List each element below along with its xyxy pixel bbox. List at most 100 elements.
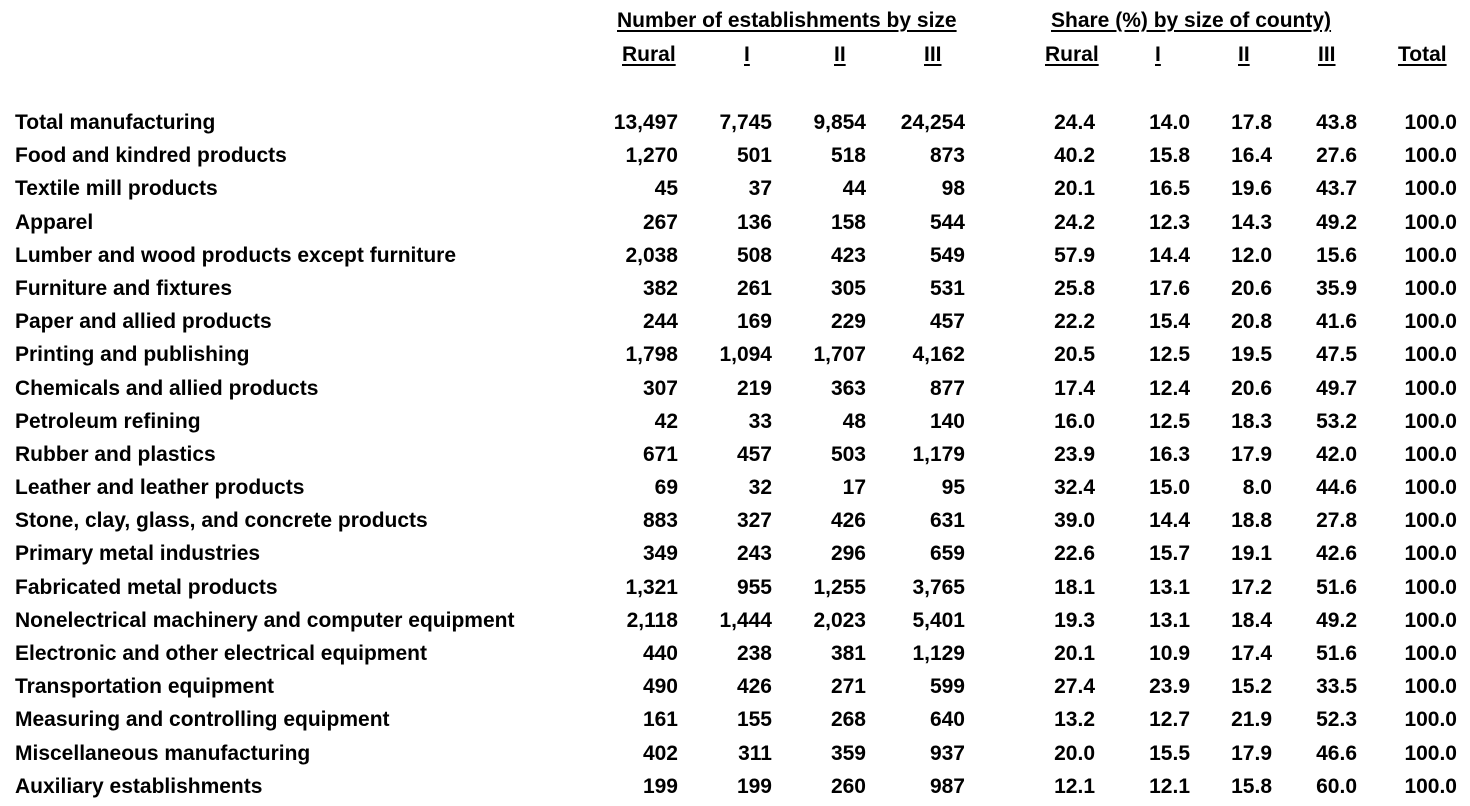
table-cell: 423 <box>830 243 866 267</box>
table-cell: 1,270 <box>625 144 678 168</box>
table-cell: 100.0 <box>1404 542 1457 566</box>
table-cell: 18.8 <box>1231 509 1272 533</box>
col-header-rural: Rural <box>622 43 676 66</box>
table-cell: 21.9 <box>1231 708 1272 732</box>
table-cell: 100.0 <box>1404 243 1457 267</box>
table-row: Rubber and plastics 671 457 503 1,179 23.9 16.… <box>0 440 1470 473</box>
table-cell: 17.2 <box>1231 575 1272 599</box>
table-cell: 12.7 <box>1149 708 1190 732</box>
table-cell: 27.4 <box>1054 675 1095 699</box>
table-cell: 1,255 <box>813 575 866 599</box>
row-label: Paper and allied products <box>15 310 272 334</box>
table-cell: 12.1 <box>1149 774 1190 798</box>
table-cell: 873 <box>929 144 965 168</box>
table-cell: 39.0 <box>1054 509 1095 533</box>
table-cell: 19.6 <box>1231 177 1272 201</box>
row-label: Leather and leather products <box>15 476 305 500</box>
table-cell: 53.2 <box>1316 409 1357 433</box>
table-cell: 41.6 <box>1316 310 1357 334</box>
table-cell: 457 <box>736 442 772 466</box>
table-cell: 100.0 <box>1404 111 1457 134</box>
table-cell: 42.0 <box>1316 442 1357 466</box>
table-cell: 426 <box>830 509 866 533</box>
table-cell: 7,745 <box>719 111 772 134</box>
table-cell: 100.0 <box>1404 210 1457 234</box>
table-cell: 47.5 <box>1316 343 1357 367</box>
row-label: Textile mill products <box>15 177 218 201</box>
table-cell: 508 <box>736 243 772 267</box>
table-cell: 155 <box>736 708 772 732</box>
table-row: Food and kindred products 1,270 501 518 873 4… <box>0 141 1470 174</box>
table-cell: 100.0 <box>1404 575 1457 599</box>
table-cell: 311 <box>738 741 772 765</box>
table-cell: 100.0 <box>1404 276 1457 300</box>
table-row: Nonelectrical machinery and computer equ… <box>0 606 1470 639</box>
table-cell: 17.4 <box>1231 642 1272 665</box>
table-cell: 19.5 <box>1231 343 1272 367</box>
table-row: Miscellaneous manufacturing 402 311 359 937 2… <box>0 739 1470 772</box>
table-row: Measuring and controlling equipment 161 15… <box>0 705 1470 738</box>
row-label: Apparel <box>15 210 94 234</box>
table-cell: 9,854 <box>813 111 866 134</box>
table-cell: 1,179 <box>912 442 965 466</box>
table-cell: 20.1 <box>1054 177 1095 201</box>
table-cell: 24.4 <box>1054 111 1095 134</box>
table-cell: 307 <box>642 376 678 400</box>
col-header-iii: III <box>924 43 942 66</box>
row-label: Stone, clay, glass, and concrete product… <box>15 509 428 533</box>
table-cell: 13.2 <box>1054 708 1095 732</box>
table-cell: 937 <box>929 741 965 765</box>
row-label: Nonelectrical machinery and computer equ… <box>15 608 515 632</box>
table-cell: 12.3 <box>1149 210 1190 234</box>
row-label: Food and kindred products <box>15 144 287 168</box>
table-cell: 305 <box>830 276 866 300</box>
table-row: Petroleum refining 42 33 48 140 16.0 12.5 18.3 5… <box>0 407 1470 440</box>
table-cell: 544 <box>929 210 965 234</box>
table-cell: 100.0 <box>1404 774 1457 798</box>
table-cell: 260 <box>830 774 866 798</box>
table-cell: 48 <box>842 409 866 433</box>
table-cell: 23.9 <box>1054 442 1095 466</box>
table-cell: 17 <box>842 476 866 500</box>
table-cell: 219 <box>736 376 772 400</box>
table-cell: 100.0 <box>1404 409 1457 433</box>
table-cell: 24,254 <box>900 111 965 134</box>
row-label: Auxiliary establishments <box>15 774 263 798</box>
table-cell: 12.0 <box>1231 243 1272 267</box>
table-cell: 271 <box>830 675 866 699</box>
table-cell: 17.9 <box>1231 442 1272 466</box>
row-label: Lumber and wood products except furnitur… <box>15 243 457 267</box>
row-label: Measuring and controlling equipment <box>15 708 390 732</box>
table-row: Furniture and fixtures 382 261 305 531 25.8 17… <box>0 274 1470 307</box>
table-cell: 15.8 <box>1149 144 1190 168</box>
table-cell: 100.0 <box>1404 310 1457 334</box>
table-cell: 671 <box>642 442 678 466</box>
table-cell: 381 <box>830 642 866 665</box>
table-cell: 100.0 <box>1404 376 1457 400</box>
table-cell: 883 <box>642 509 678 533</box>
table-cell: 1,094 <box>719 343 772 367</box>
table-cell: 18.4 <box>1231 608 1272 632</box>
table-cell: 17.8 <box>1231 111 1272 134</box>
table-cell: 987 <box>929 774 965 798</box>
table-cell: 95 <box>941 476 965 500</box>
table-row: Transportation equipment 490 426 271 599 27.4… <box>0 672 1470 705</box>
table-cell: 199 <box>642 774 678 798</box>
table-cell: 199 <box>736 774 772 798</box>
table-cell: 3,765 <box>912 575 965 599</box>
table-cell: 1,444 <box>719 608 772 632</box>
table-cell: 18.1 <box>1054 575 1095 599</box>
table-cell: 44 <box>842 177 866 201</box>
table-cell: 15.0 <box>1149 476 1190 500</box>
table-cell: 402 <box>642 741 678 765</box>
table-cell: 14.4 <box>1149 243 1190 267</box>
table-cell: 19.3 <box>1054 608 1095 632</box>
table-cell: 100.0 <box>1404 708 1457 732</box>
table-cell: 1,129 <box>912 642 965 665</box>
table-cell: 518 <box>830 144 866 168</box>
table-cell: 382 <box>642 276 678 300</box>
table-cell: 20.0 <box>1054 741 1095 765</box>
col-header-share-i: I <box>1155 43 1161 66</box>
table-cell: 22.2 <box>1054 310 1095 334</box>
table-cell: 45 <box>654 177 678 201</box>
